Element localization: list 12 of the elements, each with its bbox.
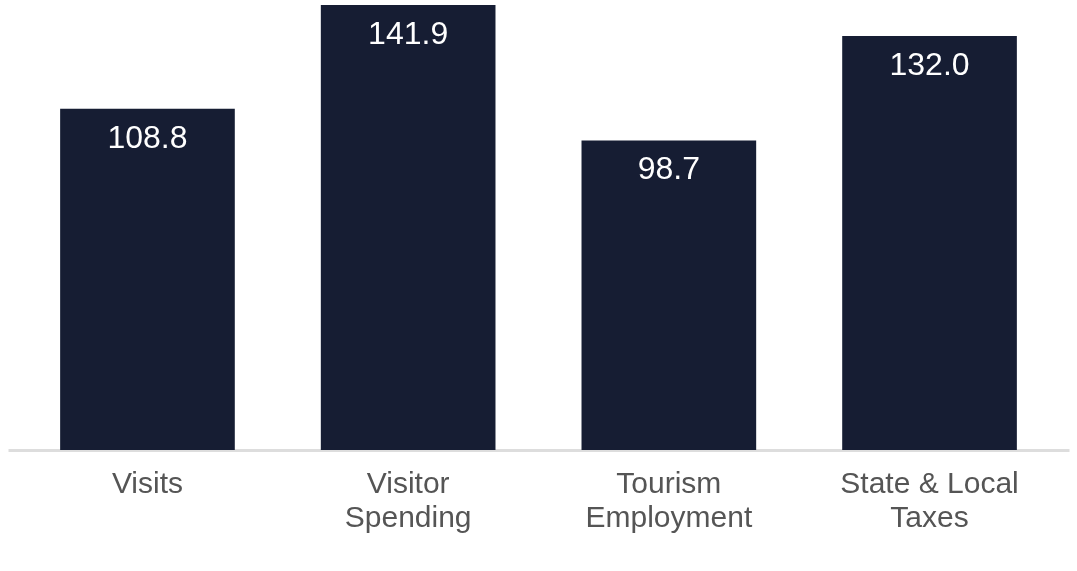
x-tick-label: State & Local Taxes xyxy=(840,465,1019,533)
data-label: 108.8 xyxy=(107,118,188,155)
data-label: 98.7 xyxy=(637,150,700,187)
bar xyxy=(320,5,496,450)
x-tick-label: Tourism Employment xyxy=(585,465,753,533)
bar xyxy=(842,36,1017,450)
data-label: 141.9 xyxy=(368,15,449,51)
x-tick-label: Visits xyxy=(111,465,184,499)
x-tick-label: Visitor Spending xyxy=(344,465,472,533)
bar xyxy=(581,140,757,450)
bar xyxy=(60,108,235,450)
data-label: 132.0 xyxy=(889,46,970,83)
